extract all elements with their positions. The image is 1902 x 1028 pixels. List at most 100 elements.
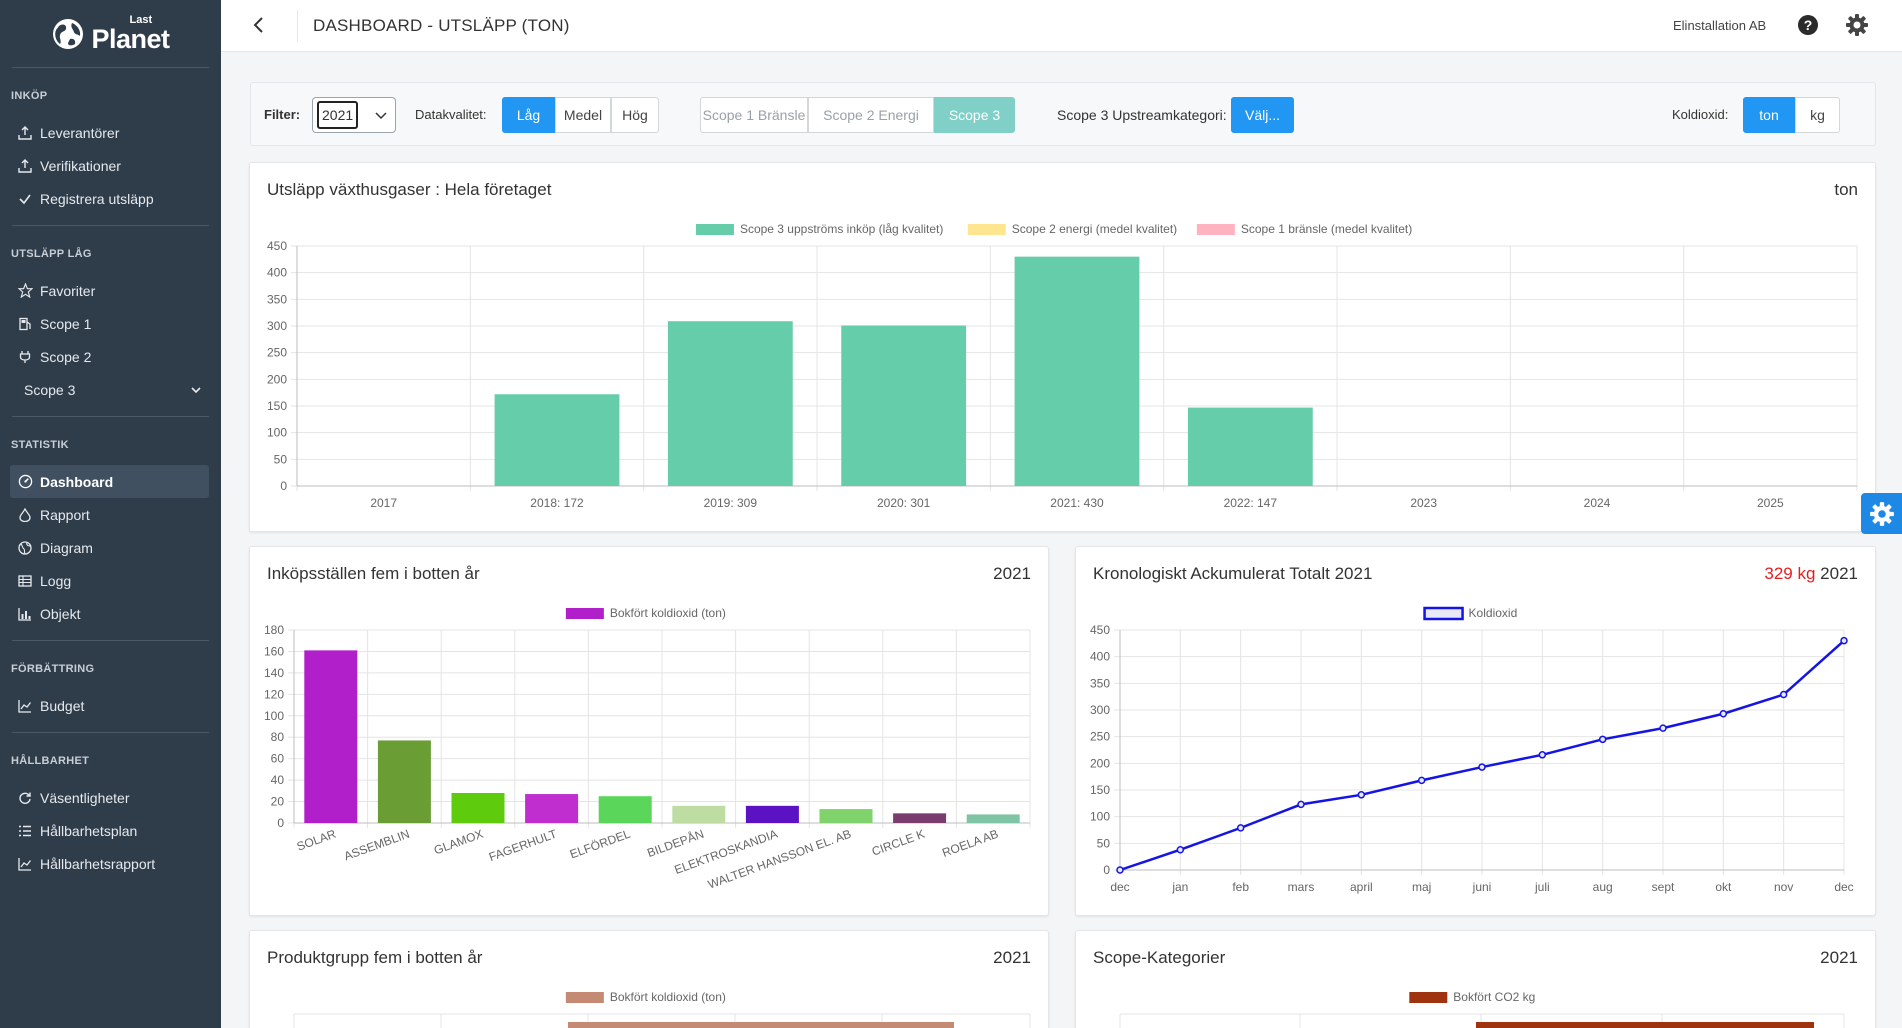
sidebar-item-logg[interactable]: Logg	[10, 564, 209, 597]
sidebar-item-label: Scope 3	[24, 381, 76, 398]
y-tick-label: 450	[267, 239, 287, 253]
x-tick-label: 2017	[370, 496, 397, 510]
bar	[672, 805, 726, 823]
x-tick-label: 2023	[1410, 496, 1437, 510]
bar	[568, 1022, 954, 1028]
x-tick-label: mars	[1288, 880, 1315, 894]
y-tick-label: 160	[264, 644, 284, 658]
help-icon[interactable]: ?	[1797, 14, 1819, 36]
sidebar-item-label: Verifikationer	[40, 157, 121, 174]
sidebar-item-label: Registrera utsläpp	[40, 190, 154, 207]
data-point	[1478, 763, 1486, 771]
sidebar-item-label: Dashboard	[40, 473, 114, 490]
year-select[interactable]: 2021	[312, 97, 396, 133]
y-tick-label: 400	[1090, 650, 1110, 664]
sidebar-item-vasentligheter[interactable]: Väsentligheter	[10, 781, 209, 814]
sidebar-item-rapport[interactable]: Rapport	[10, 498, 209, 531]
x-tick-label: CIRCLE K	[870, 827, 927, 859]
bar	[525, 794, 579, 823]
card-title: Inköpsställen fem i botten år	[267, 564, 480, 583]
y-tick-label: 50	[274, 452, 288, 466]
total-value: 329 kg	[1764, 564, 1816, 583]
upstream-select-button[interactable]: Välj...	[1231, 97, 1294, 133]
quality-high-button[interactable]: Hög	[611, 97, 659, 133]
card-title: Utsläpp växthusgaser : Hela företaget	[267, 180, 552, 199]
y-tick-label: 0	[277, 816, 284, 830]
sidebar-item-objekt[interactable]: Objekt	[10, 597, 209, 630]
y-tick-label: 80	[271, 730, 285, 744]
card-emissions-total: Scope 3 uppströms inköp (låg kvalitet) Sc…	[249, 162, 1876, 532]
logo[interactable]: Last Planet	[12, 0, 209, 68]
y-tick-label: 150	[1090, 783, 1110, 797]
sidebar-item-registrera-utslapp[interactable]: Registrera utsläpp	[10, 182, 209, 215]
x-tick-label: ASSEMBLIN	[342, 827, 411, 864]
company-name[interactable]: Elinstallation AB	[1673, 18, 1767, 33]
card-product-group: Bokfört koldioxid (ton) Produktgrupp fem…	[249, 930, 1049, 1028]
data-point	[1840, 636, 1848, 645]
y-tick-label: 50	[1097, 836, 1111, 850]
card-year: 2021	[993, 564, 1031, 583]
bar	[598, 796, 652, 823]
x-tick-label: ROELA AB	[940, 827, 1000, 860]
fuel-pump-icon	[16, 315, 34, 333]
y-tick-label: 0	[280, 479, 287, 493]
card-total: 329 kg 2021	[1764, 564, 1858, 584]
unit-ton-button[interactable]: ton	[1743, 97, 1795, 133]
globe-icon	[16, 539, 34, 557]
x-tick-label: ELFÖRDEL	[568, 827, 633, 862]
cumulative-line-chart: Koldioxid 0 50 100 150 200 250 300 350 400 450 dec j…	[1090, 606, 1854, 894]
scope1-button[interactable]: Scope 1 Bränsle	[700, 97, 808, 133]
scope2-button[interactable]: Scope 2 Energi	[808, 97, 934, 133]
sidebar-item-label: Rapport	[40, 506, 90, 523]
sidebar-section-title: HÅLLBARHET	[11, 755, 90, 767]
x-tick-label: dec	[1834, 880, 1853, 894]
unit-kg-button[interactable]: kg	[1795, 97, 1840, 133]
globe-logo-icon	[53, 18, 84, 49]
sidebar-item-verifikationer[interactable]: Verifikationer	[10, 149, 209, 182]
quality-low-button[interactable]: Låg	[502, 97, 555, 133]
x-tick-label: aug	[1593, 880, 1613, 894]
year-select-value: 2021	[317, 101, 359, 129]
chevron-down-icon	[375, 108, 387, 124]
quality-medium-button[interactable]: Medel	[555, 97, 611, 133]
data-point	[1719, 709, 1728, 718]
x-tick-label: 2025	[1757, 496, 1784, 510]
bar	[494, 394, 620, 486]
suppliers-bar-chart: Bokfört koldioxid (ton) 0 20 40 60 80 100 120 14…	[264, 606, 1031, 892]
legend-swatch	[695, 224, 734, 235]
sidebar-item-label: Objekt	[40, 605, 81, 622]
legend-label: Scope 2 energi (medel kvalitet)	[1012, 222, 1177, 236]
card-bottom-suppliers: Bokfört koldioxid (ton) 0 20 40 60 80 100 120 14…	[249, 546, 1049, 916]
sidebar-item-label: Favoriter	[40, 282, 96, 299]
bar	[1187, 407, 1313, 486]
sidebar-item-scope-3[interactable]: Scope 3	[10, 373, 209, 406]
sidebar-item-leverantorer[interactable]: Leverantörer	[10, 116, 209, 149]
sidebar-item-scope-1[interactable]: Scope 1	[10, 307, 209, 340]
gauge-icon	[16, 473, 34, 491]
sidebar-item-dashboard[interactable]: Dashboard	[10, 465, 209, 498]
sidebar-item-hallbarhetsrapport[interactable]: Hållbarhetsrapport	[10, 847, 209, 880]
divider	[297, 10, 298, 42]
page-title: DASHBOARD - UTSLÄPP (TON)	[313, 16, 570, 35]
legend-swatch	[565, 992, 604, 1003]
x-tick-label: feb	[1232, 880, 1249, 894]
sidebar-item-hallbarhetsplan[interactable]: Hållbarhetsplan	[10, 814, 209, 847]
sidebar-item-scope-2[interactable]: Scope 2	[10, 340, 209, 373]
chevron-left-icon	[253, 17, 263, 33]
x-tick-label: jan	[1171, 880, 1188, 894]
sidebar-item-favoriter[interactable]: Favoriter	[10, 274, 209, 307]
scope3-button[interactable]: Scope 3	[934, 97, 1015, 133]
x-tick-label: 2021: 430	[1050, 496, 1104, 510]
list-icon	[16, 822, 34, 840]
data-point	[1116, 866, 1124, 874]
sidebar-item-budget[interactable]: Budget	[10, 689, 209, 722]
y-tick-label: 150	[267, 399, 287, 413]
sidebar-item-diagram[interactable]: Diagram	[10, 531, 209, 564]
card-year: 2021	[993, 948, 1031, 967]
x-tick-label: okt	[1715, 880, 1732, 894]
back-button[interactable]	[247, 13, 271, 37]
floating-settings-button[interactable]	[1861, 493, 1902, 534]
logo-small-text: Last	[129, 13, 153, 26]
sidebar-section-title: FÖRBÄTTRING	[11, 663, 95, 675]
gear-icon[interactable]	[1845, 13, 1869, 37]
